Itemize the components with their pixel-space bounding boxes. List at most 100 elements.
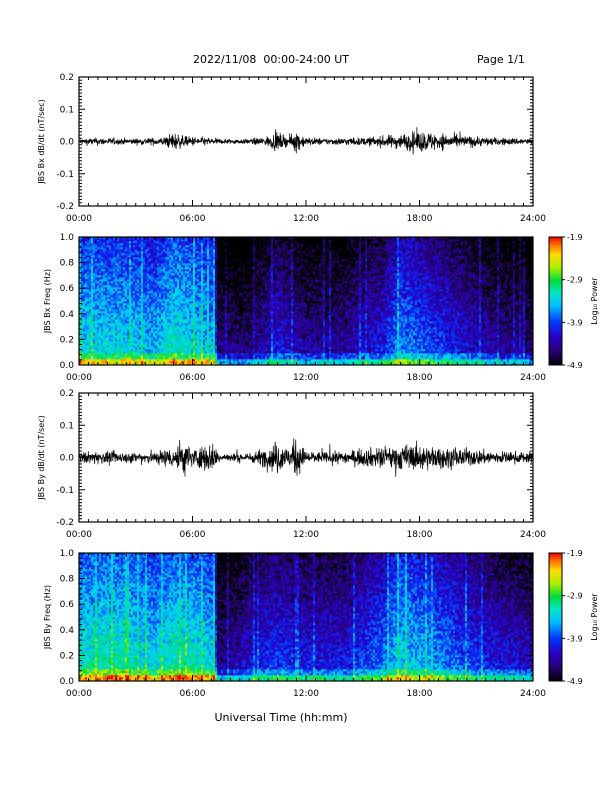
- spectrogram-cell: [87, 355, 89, 357]
- spectrogram-cell: [89, 291, 91, 293]
- spectrogram-cell: [87, 345, 89, 347]
- spectrogram-cell: [99, 247, 101, 249]
- spectrogram-cell: [103, 269, 105, 271]
- spectrogram-cell: [107, 307, 109, 309]
- spectrogram-cell: [105, 291, 107, 293]
- spectrogram-cell: [99, 339, 101, 341]
- spectrogram-cell: [107, 333, 109, 335]
- spectrogram-cell: [107, 313, 109, 315]
- spectrogram-cell: [93, 269, 95, 271]
- spectrogram-cell: [107, 277, 109, 279]
- spectrogram-cell: [97, 255, 99, 257]
- spectrogram-cell: [117, 331, 119, 333]
- spectrogram-cell: [101, 353, 103, 355]
- spectrogram-cell: [107, 305, 109, 307]
- spectrogram-cell: [113, 303, 115, 305]
- spectrogram-cell: [87, 309, 89, 311]
- spectrogram-cell: [83, 293, 85, 295]
- spectrogram-cell: [105, 293, 107, 295]
- spectrogram-cell: [119, 253, 121, 255]
- spectrogram-cell: [87, 357, 89, 359]
- spectrogram-cell: [99, 293, 101, 295]
- spectrogram-cell: [89, 347, 91, 349]
- spectrogram-cell: [95, 361, 97, 363]
- spectrogram-cell: [107, 243, 109, 245]
- spectrogram-cell: [89, 297, 91, 299]
- spectrogram-cell: [89, 353, 91, 355]
- spectrogram-cell: [107, 353, 109, 355]
- spectrogram-cell: [91, 327, 93, 329]
- spectrogram-cell: [113, 277, 115, 279]
- spectrogram-cell: [107, 289, 109, 291]
- spectrogram-cell: [95, 269, 97, 271]
- spectrogram-cell: [85, 287, 87, 289]
- spectrogram-cell: [91, 357, 93, 359]
- spectrogram-cell: [105, 277, 107, 279]
- spectrogram-cell: [119, 263, 121, 265]
- spectrogram-cell: [111, 239, 113, 241]
- spectrogram-cell: [89, 313, 91, 315]
- spectrogram-cell: [119, 355, 121, 357]
- spectrogram-cell: [83, 281, 85, 283]
- spectrogram-cell: [89, 349, 91, 351]
- spectrogram-cell: [105, 317, 107, 319]
- spectrogram-cell: [121, 267, 123, 269]
- spectrogram-cell: [93, 265, 95, 267]
- spectrogram-cell: [91, 243, 93, 245]
- spectrogram-cell: [123, 327, 125, 329]
- spectrogram-cell: [117, 275, 119, 277]
- spectrogram-cell: [121, 303, 123, 305]
- spectrogram-cell: [117, 255, 119, 257]
- spectrogram-cell: [101, 299, 103, 301]
- spectrogram-cell: [91, 279, 93, 281]
- spectrogram-cell: [91, 245, 93, 247]
- spectrogram-cell: [119, 265, 121, 267]
- spectrogram-cell: [81, 355, 83, 357]
- spectrogram-cell: [99, 291, 101, 293]
- spectrogram-cell: [89, 307, 91, 309]
- spectrogram-cell: [107, 319, 109, 321]
- spectrogram-cell: [111, 297, 113, 299]
- spectrogram-cell: [115, 313, 117, 315]
- spectrogram-cell: [105, 255, 107, 257]
- spectrogram-cell: [123, 319, 125, 321]
- spectrogram-cell: [101, 283, 103, 285]
- spectrogram-cell: [113, 361, 115, 363]
- spectrogram-cell: [99, 297, 101, 299]
- spectrogram-cell: [95, 279, 97, 281]
- spectrogram-cell: [89, 301, 91, 303]
- spectrogram-cell: [115, 329, 117, 331]
- spectrogram-cell: [103, 343, 105, 345]
- spectrogram-cell: [117, 321, 119, 323]
- spectrogram-cell: [99, 317, 101, 319]
- spectrogram-cell: [97, 325, 99, 327]
- spectrogram-cell: [119, 341, 121, 343]
- spectrogram-cell: [91, 311, 93, 313]
- spectrogram-cell: [105, 275, 107, 277]
- spectrogram-cell: [87, 347, 89, 349]
- spectrogram-cell: [85, 355, 87, 357]
- spectrogram-cell: [121, 319, 123, 321]
- spectrogram-cell: [119, 349, 121, 351]
- spectrogram-cell: [95, 335, 97, 337]
- spectrogram-cell: [107, 301, 109, 303]
- spectrogram-cell: [93, 351, 95, 353]
- spectrogram-cell: [91, 353, 93, 355]
- spectrogram-cell: [81, 351, 83, 353]
- spectrogram-cell: [95, 303, 97, 305]
- spectrogram-cell: [99, 301, 101, 303]
- spectrogram-cell: [119, 279, 121, 281]
- spectrogram-cell: [109, 339, 111, 341]
- spectrogram-cell: [89, 269, 91, 271]
- spectrogram-cell: [91, 323, 93, 325]
- spectrogram-cell: [115, 261, 117, 263]
- spectrogram-cell: [109, 251, 111, 253]
- spectrogram-cell: [93, 247, 95, 249]
- spectrogram-cell: [93, 353, 95, 355]
- spectrogram-cell: [95, 331, 97, 333]
- spectrogram-cell: [85, 323, 87, 325]
- spectrogram-cell: [113, 261, 115, 263]
- spectrogram-cell: [109, 249, 111, 251]
- spectrogram-cell: [99, 333, 101, 335]
- spectrogram-cell: [91, 305, 93, 307]
